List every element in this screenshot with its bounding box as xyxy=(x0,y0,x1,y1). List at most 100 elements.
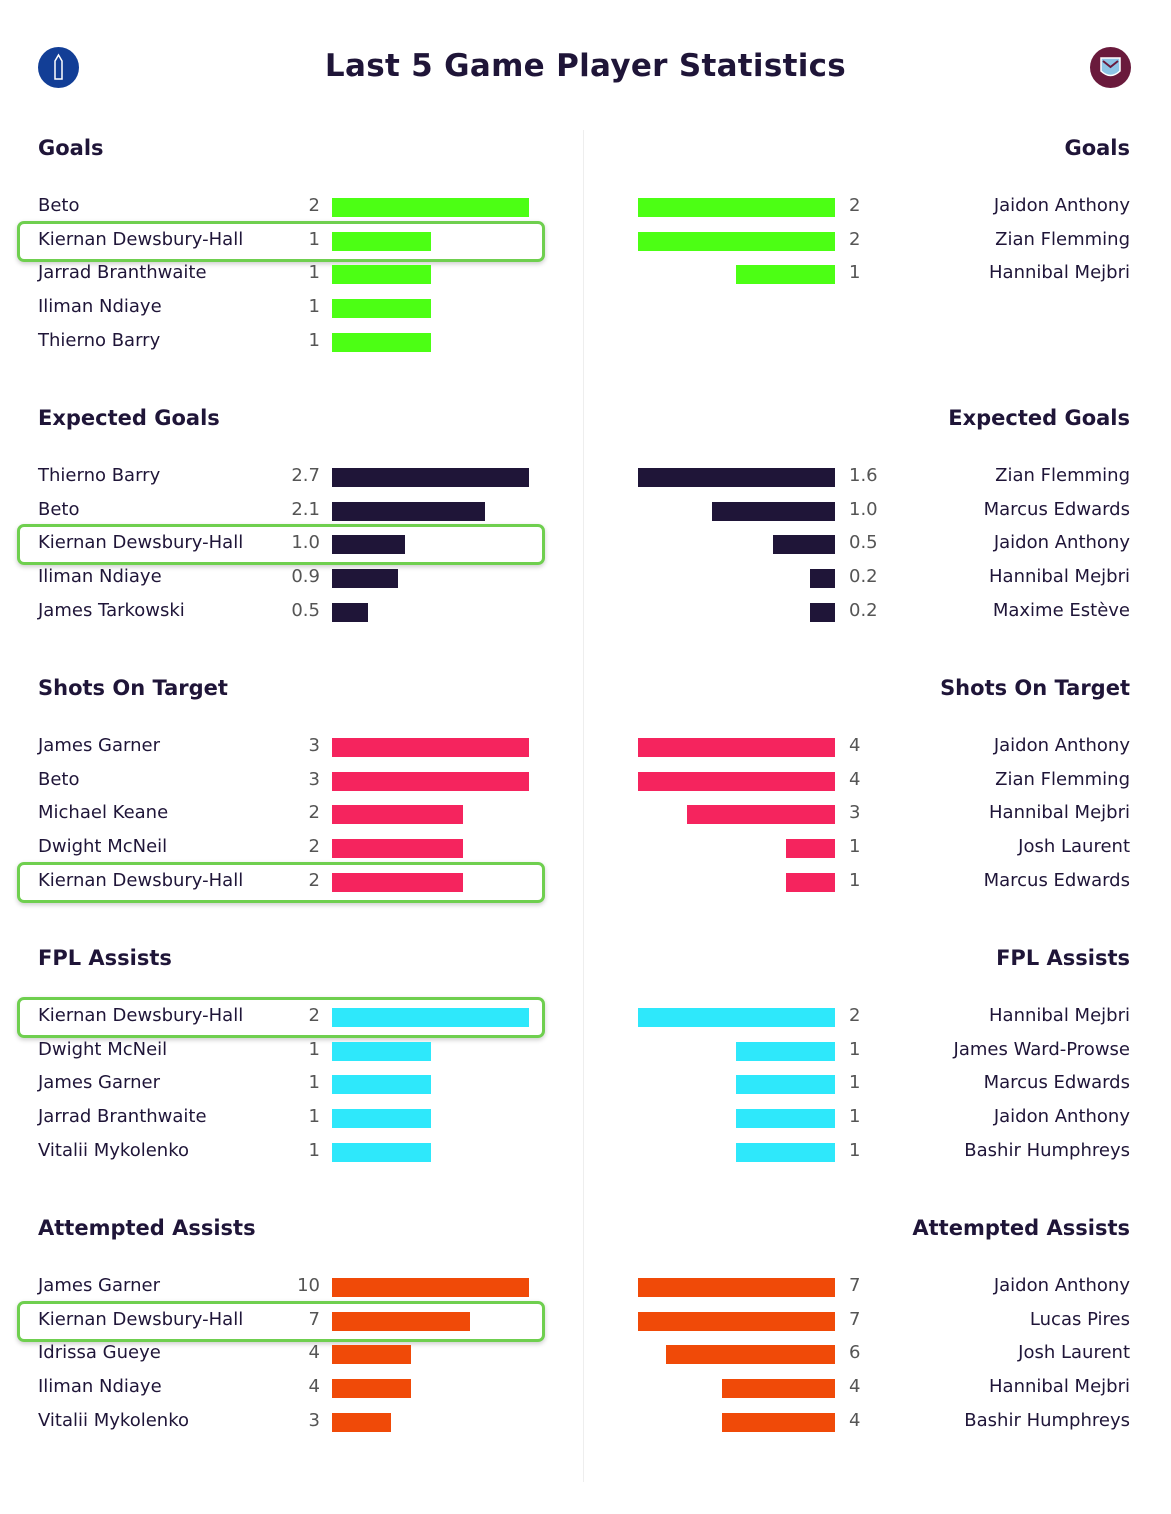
stat-value: 1 xyxy=(849,1039,861,1060)
stat-bar xyxy=(332,805,463,824)
stat-bar xyxy=(736,1109,835,1128)
stat-bar xyxy=(638,1278,835,1297)
section-heading-left: Shots On Target xyxy=(38,676,228,700)
player-name: Hannibal Mejbri xyxy=(989,262,1130,283)
stat-value: 1 xyxy=(849,1140,861,1161)
stat-value: 1.6 xyxy=(849,465,878,486)
stat-value: 1 xyxy=(308,1140,320,1161)
player-name: Jaidon Anthony xyxy=(993,532,1130,553)
stat-bar xyxy=(736,1075,835,1094)
stat-value: 7 xyxy=(849,1309,861,1330)
stat-bar xyxy=(773,535,835,554)
stat-value: 2 xyxy=(849,229,861,250)
stat-bar xyxy=(332,1008,529,1027)
stat-value: 1.0 xyxy=(291,532,320,553)
stat-value: 4 xyxy=(849,735,861,756)
stat-value: 7 xyxy=(308,1309,320,1330)
player-name: Jaidon Anthony xyxy=(993,195,1130,216)
stat-value: 4 xyxy=(849,1410,861,1431)
stat-value: 3 xyxy=(308,769,320,790)
player-name: Zian Flemming xyxy=(995,465,1130,486)
stat-bar xyxy=(638,1312,835,1331)
section-heading-right: Attempted Assists xyxy=(912,1216,1130,1240)
player-name: James Garner xyxy=(38,735,160,756)
stat-value: 0.5 xyxy=(849,532,878,553)
player-name: Thierno Barry xyxy=(38,465,161,486)
stat-value: 3 xyxy=(849,802,861,823)
stat-bar xyxy=(332,502,485,521)
player-name: Kiernan Dewsbury-Hall xyxy=(38,1309,244,1330)
stat-bar xyxy=(722,1379,835,1398)
stat-bar xyxy=(332,839,463,858)
highlight-box xyxy=(17,221,545,262)
player-name: Bashir Humphreys xyxy=(964,1140,1130,1161)
stat-bar xyxy=(332,603,368,622)
stat-bar xyxy=(736,1143,835,1162)
stat-value: 3 xyxy=(308,735,320,756)
player-name: Josh Laurent xyxy=(1018,1342,1130,1363)
player-name: Jarrad Branthwaite xyxy=(38,262,207,283)
player-name: Josh Laurent xyxy=(1018,836,1130,857)
stat-bar xyxy=(722,1413,835,1432)
stat-value: 1 xyxy=(308,330,320,351)
stat-bar xyxy=(332,198,529,217)
player-name: Kiernan Dewsbury-Hall xyxy=(38,870,244,891)
stat-bar xyxy=(736,1042,835,1061)
stat-bar xyxy=(332,873,463,892)
stat-value: 1 xyxy=(308,1039,320,1060)
stat-value: 2 xyxy=(849,195,861,216)
player-name: Kiernan Dewsbury-Hall xyxy=(38,532,244,553)
stat-bar xyxy=(332,1413,391,1432)
stat-bar xyxy=(332,535,405,554)
stat-value: 4 xyxy=(849,1376,861,1397)
stat-value: 4 xyxy=(849,769,861,790)
player-name: Beto xyxy=(38,195,80,216)
stat-bar xyxy=(332,468,529,487)
stat-value: 2.7 xyxy=(291,465,320,486)
player-name: Iliman Ndiaye xyxy=(38,296,162,317)
stat-value: 4 xyxy=(308,1342,320,1363)
stat-bar xyxy=(332,738,529,757)
player-name: Jaidon Anthony xyxy=(993,1106,1130,1127)
section-heading-left: FPL Assists xyxy=(38,946,172,970)
player-name: Beto xyxy=(38,769,80,790)
stat-value: 1 xyxy=(308,296,320,317)
stat-bar xyxy=(638,468,835,487)
player-name: Hannibal Mejbri xyxy=(989,802,1130,823)
stat-bar xyxy=(332,1345,411,1364)
player-name: Bashir Humphreys xyxy=(964,1410,1130,1431)
stat-bar xyxy=(736,265,835,284)
page-title: Last 5 Game Player Statistics xyxy=(324,48,847,84)
player-name: Lucas Pires xyxy=(1029,1309,1130,1330)
stat-bar xyxy=(332,1143,431,1162)
stat-value: 10 xyxy=(297,1275,320,1296)
stat-value: 2 xyxy=(308,195,320,216)
stat-bar xyxy=(638,738,835,757)
stat-bar xyxy=(332,333,431,352)
home-team-crest-icon xyxy=(38,47,79,88)
stat-bar xyxy=(332,232,431,251)
stat-bar xyxy=(810,603,835,622)
stat-value: 2 xyxy=(849,1005,861,1026)
section-heading-right: Expected Goals xyxy=(948,406,1130,430)
section-heading-right: Goals xyxy=(1064,136,1130,160)
player-name: Marcus Edwards xyxy=(983,870,1130,891)
player-name: Maxime Estève xyxy=(992,600,1130,621)
stat-value: 2 xyxy=(308,802,320,823)
player-name: Idrissa Gueye xyxy=(38,1342,161,1363)
section-heading-right: FPL Assists xyxy=(996,946,1130,970)
stat-bar xyxy=(332,772,529,791)
stat-value: 1 xyxy=(849,1072,861,1093)
highlight-box xyxy=(17,1301,545,1342)
stat-bar xyxy=(332,1312,470,1331)
column-divider xyxy=(583,130,584,1482)
stat-value: 3 xyxy=(308,1410,320,1431)
player-name: Marcus Edwards xyxy=(983,499,1130,520)
stat-value: 1.0 xyxy=(849,499,878,520)
player-name: James Tarkowski xyxy=(38,600,185,621)
player-name: Iliman Ndiaye xyxy=(38,1376,162,1397)
stat-value: 1 xyxy=(308,1072,320,1093)
stat-value: 1 xyxy=(308,1106,320,1127)
player-name: Beto xyxy=(38,499,80,520)
player-name: Zian Flemming xyxy=(995,229,1130,250)
